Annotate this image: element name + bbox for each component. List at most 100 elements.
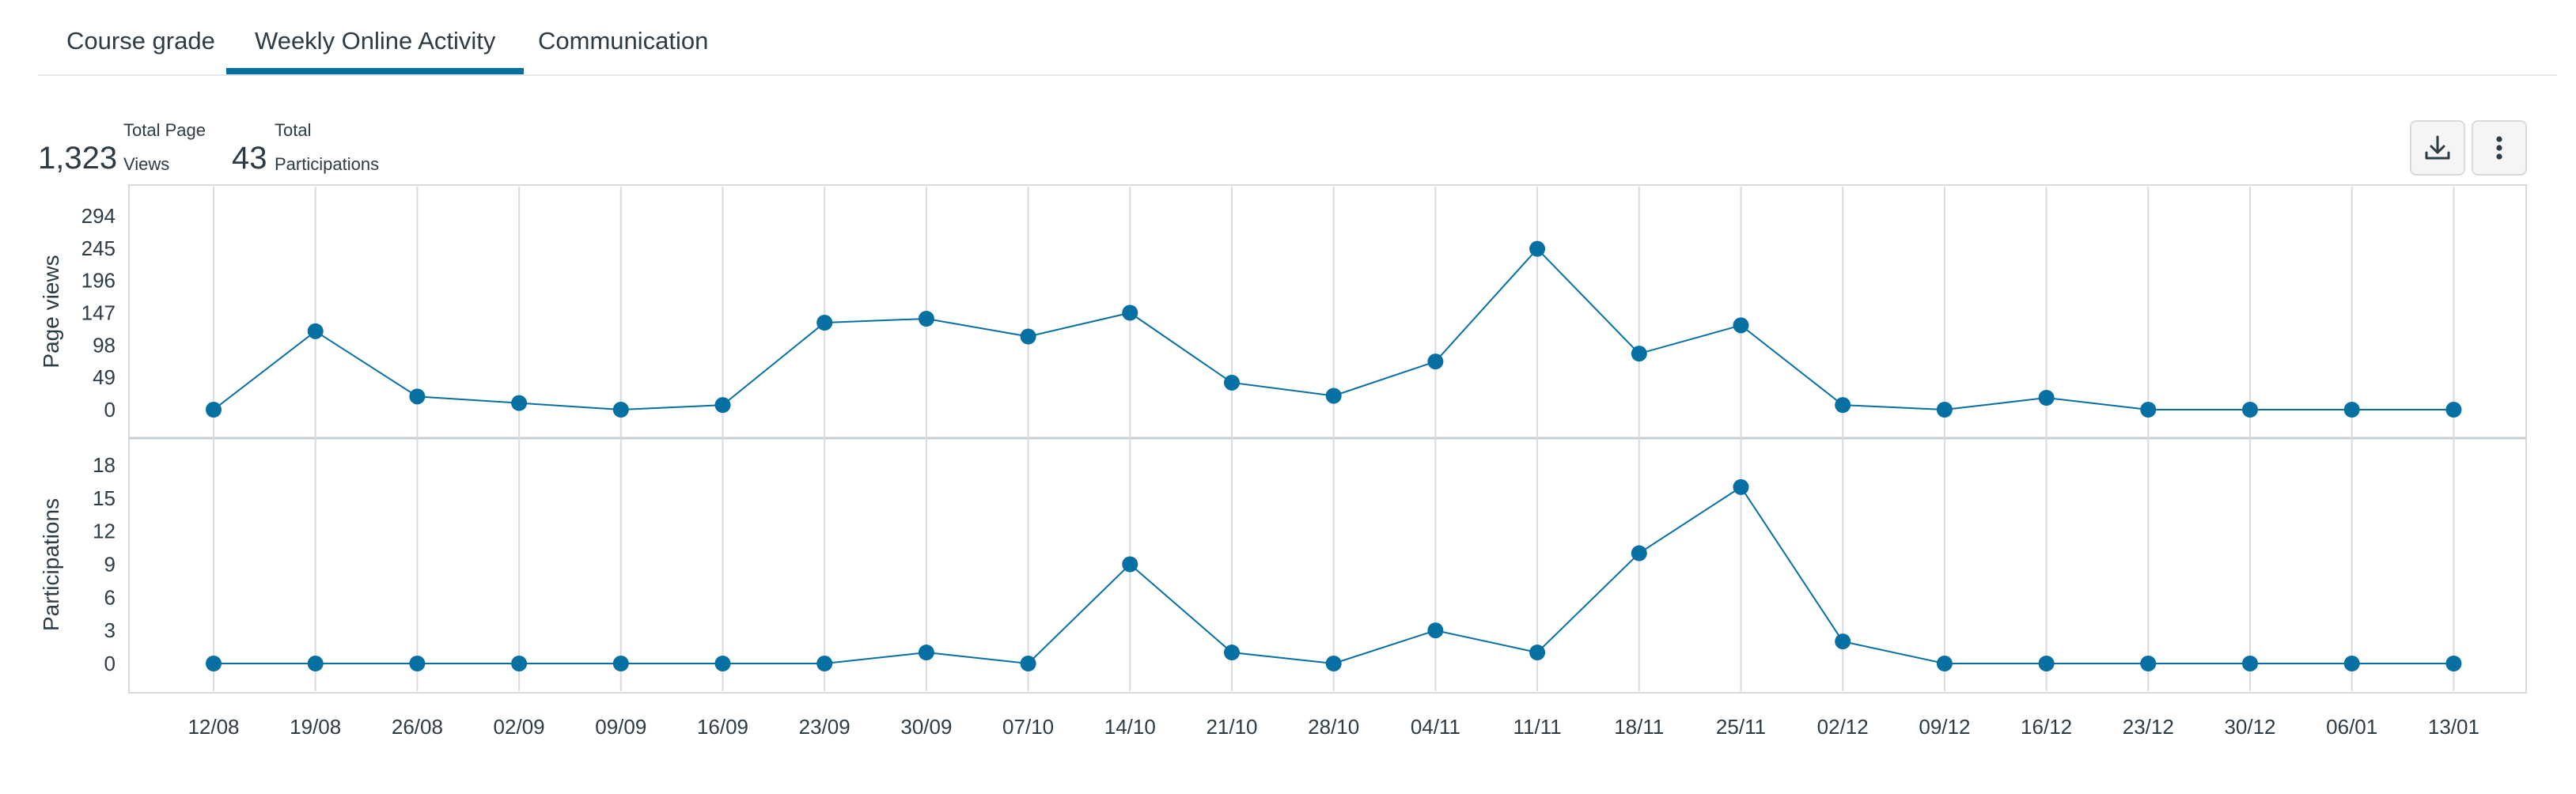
participations-data-point[interactable]: [511, 656, 528, 671]
participations-data-point[interactable]: [1325, 656, 1342, 671]
participations-data-point[interactable]: [714, 656, 731, 671]
x-tick-label: 02/09: [494, 715, 545, 739]
participations-data-point[interactable]: [1020, 656, 1036, 671]
page-views-y-tick-label: 196: [81, 269, 116, 293]
x-tick-label: 02/12: [1817, 715, 1869, 739]
participations-y-tick-label: 0: [104, 652, 116, 675]
participations-data-point[interactable]: [2343, 656, 2360, 671]
participations-data-point[interactable]: [2242, 656, 2258, 671]
x-tick-label: 25/11: [1716, 715, 1766, 739]
participations-data-point[interactable]: [612, 656, 629, 671]
page-views-axis-label: Page views: [39, 255, 63, 368]
total-page-views-label-line2: Views: [123, 154, 170, 174]
page-views-data-point[interactable]: [2038, 390, 2055, 406]
download-icon: [2425, 135, 2450, 160]
x-tick-label: 28/10: [1308, 715, 1359, 739]
total-page-views-label-line1: Total Page: [123, 120, 206, 140]
page-views-data-point[interactable]: [206, 402, 222, 418]
participations-data-point[interactable]: [1936, 656, 1953, 671]
total-participations-label-line1: Total: [275, 120, 312, 140]
x-tick-label: 18/11: [1614, 715, 1664, 739]
participations-data-point[interactable]: [918, 645, 934, 661]
x-tick-label: 16/09: [697, 715, 748, 739]
x-tick-label: 30/09: [900, 715, 952, 739]
page-views-data-point[interactable]: [1325, 388, 1342, 404]
page-views-data-point[interactable]: [409, 388, 426, 405]
participations-y-tick-label: 6: [104, 585, 116, 609]
x-tick-label: 07/10: [1002, 715, 1054, 739]
more-vertical-icon: [2496, 136, 2502, 160]
participations-data-point[interactable]: [1733, 478, 1749, 495]
page-views-y-tick-label: 294: [81, 204, 116, 228]
participations-data-point[interactable]: [206, 656, 222, 671]
page-views-data-point[interactable]: [511, 395, 528, 411]
x-tick-label: 30/12: [2224, 715, 2275, 739]
x-tick-label: 04/11: [1411, 715, 1460, 739]
tab-weekly-online-activity[interactable]: Weekly Online Activity: [226, 21, 525, 74]
page-views-data-point[interactable]: [1427, 354, 1444, 370]
tab-communication[interactable]: Communication: [538, 27, 709, 55]
page-views-data-point[interactable]: [714, 397, 731, 414]
x-tick-label: 13/01: [2428, 715, 2479, 739]
tab-course-grade[interactable]: Course grade: [66, 27, 215, 55]
x-tick-label: 21/10: [1206, 715, 1257, 739]
x-tick-label: 26/08: [392, 715, 443, 739]
participations-data-point[interactable]: [2445, 656, 2462, 671]
x-tick-label: 19/08: [290, 715, 341, 739]
participations-data-point[interactable]: [1529, 645, 1546, 661]
participations-data-point[interactable]: [1224, 645, 1240, 661]
total-participations-value: 43: [232, 141, 267, 176]
page-views-y-tick-label: 0: [104, 398, 116, 422]
page-views-data-point[interactable]: [1733, 317, 1749, 334]
page-views-y-tick-label: 98: [93, 333, 116, 357]
participations-data-point[interactable]: [816, 656, 833, 671]
page-views-data-point[interactable]: [1835, 397, 1851, 414]
page-views-data-point[interactable]: [816, 315, 833, 331]
participations-y-tick-label: 15: [93, 486, 116, 510]
page-views-y-tick-label: 245: [81, 236, 116, 260]
page-views-data-point[interactable]: [612, 402, 629, 418]
download-button[interactable]: [2410, 120, 2465, 176]
x-tick-label: 23/12: [2123, 715, 2174, 739]
page-views-data-point[interactable]: [918, 311, 934, 327]
page-views-data-point[interactable]: [1631, 346, 1647, 362]
more-options-button[interactable]: [2472, 120, 2527, 176]
participations-y-tick-label: 9: [104, 553, 116, 577]
x-tick-label: 11/11: [1513, 715, 1561, 739]
participations-data-point[interactable]: [1122, 556, 1138, 573]
x-tick-label: 12/08: [188, 715, 239, 739]
participations-data-point[interactable]: [1631, 545, 1647, 561]
participations-data-point[interactable]: [1427, 622, 1444, 639]
x-tick-label: 09/12: [1919, 715, 1970, 739]
x-tick-label: 09/09: [595, 715, 646, 739]
participations-data-point[interactable]: [409, 656, 426, 671]
participations-y-tick-label: 3: [104, 618, 116, 642]
page-views-data-point[interactable]: [2140, 402, 2157, 418]
x-tick-label: 16/12: [2021, 715, 2072, 739]
page-views-data-point[interactable]: [1122, 304, 1138, 321]
participations-axis-label: Participations: [39, 498, 63, 631]
page-views-data-point[interactable]: [2242, 402, 2258, 418]
total-page-views-value: 1,323: [38, 141, 118, 176]
page-views-data-point[interactable]: [1936, 402, 1953, 418]
page-views-data-point[interactable]: [2445, 402, 2462, 418]
participations-data-point[interactable]: [1835, 633, 1851, 650]
page-views-data-point[interactable]: [1020, 328, 1036, 345]
page-views-data-point[interactable]: [2343, 402, 2360, 418]
participations-y-tick-label: 12: [93, 520, 116, 543]
participations-y-tick-label: 18: [93, 453, 116, 477]
page-views-y-tick-label: 49: [93, 365, 116, 389]
x-tick-label: 23/09: [799, 715, 850, 739]
x-tick-label: 14/10: [1104, 715, 1156, 739]
page-views-y-tick-label: 147: [81, 301, 116, 325]
participations-data-point[interactable]: [307, 656, 324, 671]
page-views-data-point[interactable]: [307, 323, 324, 339]
total-participations-label-line2: Participations: [275, 154, 380, 174]
page-views-data-point[interactable]: [1529, 240, 1546, 257]
participations-data-point[interactable]: [2038, 656, 2055, 671]
tab-bar: Course grade Weekly Online Activity Comm…: [38, 0, 2557, 76]
page-views-data-point[interactable]: [1224, 374, 1240, 391]
participations-data-point[interactable]: [2140, 656, 2157, 671]
x-tick-label: 06/01: [2326, 715, 2377, 739]
